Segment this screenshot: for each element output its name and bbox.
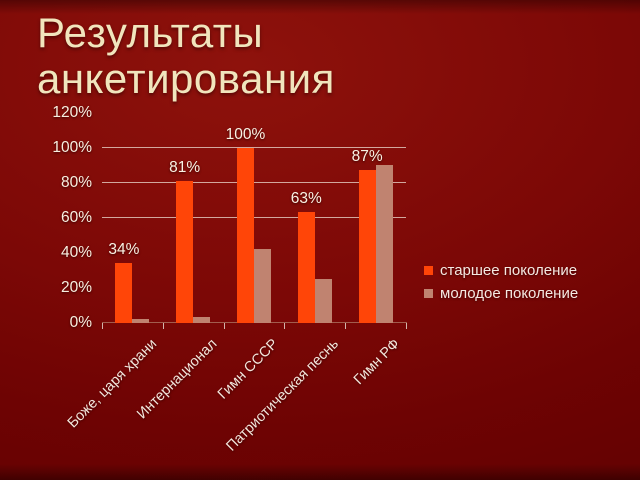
bar-series0-cat0: [115, 263, 133, 323]
bar-series0-cat3: [297, 212, 315, 323]
y-axis-label: 0%: [69, 313, 92, 331]
legend-label: молодое поколение: [440, 285, 579, 302]
bar-series1-cat0: [132, 319, 150, 323]
gridline-60: [102, 217, 406, 218]
x-axis-tick: [223, 323, 225, 329]
data-label-cat1: 81%: [169, 158, 201, 176]
x-axis-tick: [162, 323, 164, 329]
y-axis-label: 100%: [52, 138, 92, 156]
category-label-cat4: Гимн РФ: [350, 336, 403, 389]
category-label-cat2: Гимн СССР: [214, 336, 282, 403]
gridline-100: [102, 147, 406, 148]
bar-series1-cat3: [314, 278, 332, 323]
legend-item-0: старшее поколение: [424, 262, 578, 279]
y-axis-label: 120%: [52, 103, 92, 121]
y-axis-label: 80%: [60, 173, 92, 191]
legend-label: старшее поколение: [440, 262, 578, 279]
data-label-cat3: 63%: [290, 190, 322, 208]
bar-series1-cat2: [254, 249, 271, 323]
x-axis-tick: [406, 323, 407, 329]
bar-series0-cat1: [176, 180, 194, 323]
legend-marker-icon: [424, 266, 433, 275]
y-axis-label: 40%: [60, 243, 92, 261]
x-axis-tick: [284, 323, 286, 329]
data-label-cat4: 87%: [351, 148, 383, 166]
bar-series1-cat4: [375, 165, 393, 323]
legend-marker-icon: [424, 289, 433, 298]
category-label-cat3: Патриотическая песнь: [223, 336, 343, 455]
bar-series0-cat4: [358, 170, 376, 323]
data-label-cat2: 100%: [225, 125, 266, 143]
legend-item-1: молодое поколение: [424, 285, 578, 302]
x-axis-tick: [102, 323, 103, 329]
y-axis-label: 60%: [60, 208, 92, 226]
y-axis-label: 20%: [60, 278, 92, 296]
data-label-cat0: 34%: [108, 241, 140, 258]
x-axis-tick: [345, 323, 347, 329]
gridline-80: [102, 182, 406, 183]
slide-title: Результаты анкетирования: [37, 9, 335, 103]
bar-series0-cat2: [237, 147, 254, 323]
bar-series1-cat1: [193, 317, 211, 323]
chart-legend: старшее поколение молодое поколение: [424, 262, 578, 302]
